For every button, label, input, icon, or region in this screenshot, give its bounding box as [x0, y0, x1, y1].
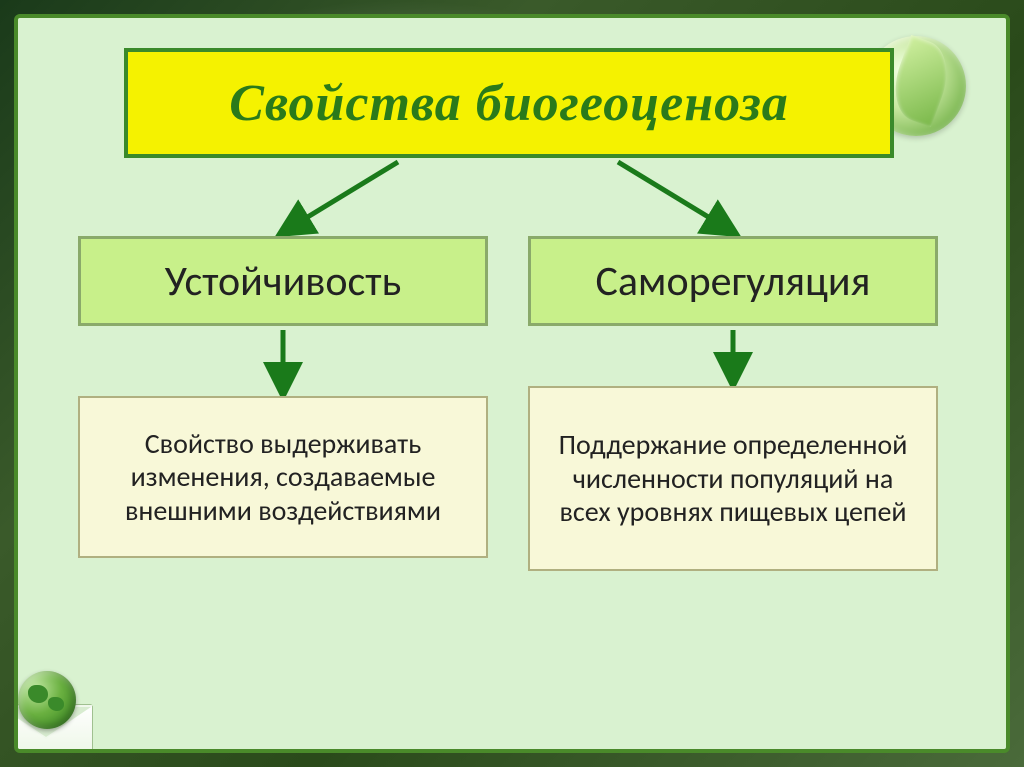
title-box: Свойства биогеоценоза	[124, 48, 894, 158]
globe-icon	[18, 671, 76, 729]
property-box-selfregulation: Саморегуляция	[528, 236, 938, 326]
arrow-title-to-mid_right	[618, 162, 733, 232]
arrow-title-to-mid_left	[283, 162, 398, 232]
title-text: Свойства биогеоценоза	[229, 74, 788, 133]
slide-inner-frame: Свойства биогеоценоза Устойчивость Самор…	[14, 14, 1010, 753]
property-heading-selfregulation: Саморегуляция	[596, 256, 871, 307]
definition-text-stability: Свойство выдерживать изменения, создавае…	[100, 427, 466, 528]
definition-text-selfregulation: Поддержание определенной численности поп…	[550, 428, 916, 529]
definition-box-stability: Свойство выдерживать изменения, создавае…	[78, 396, 488, 558]
property-box-stability: Устойчивость	[78, 236, 488, 326]
slide-outer-frame: Свойства биогеоценоза Устойчивость Самор…	[0, 0, 1024, 767]
definition-box-selfregulation: Поддержание определенной численности поп…	[528, 386, 938, 571]
corner-decoration-icon	[14, 609, 158, 753]
property-heading-stability: Устойчивость	[165, 256, 402, 307]
